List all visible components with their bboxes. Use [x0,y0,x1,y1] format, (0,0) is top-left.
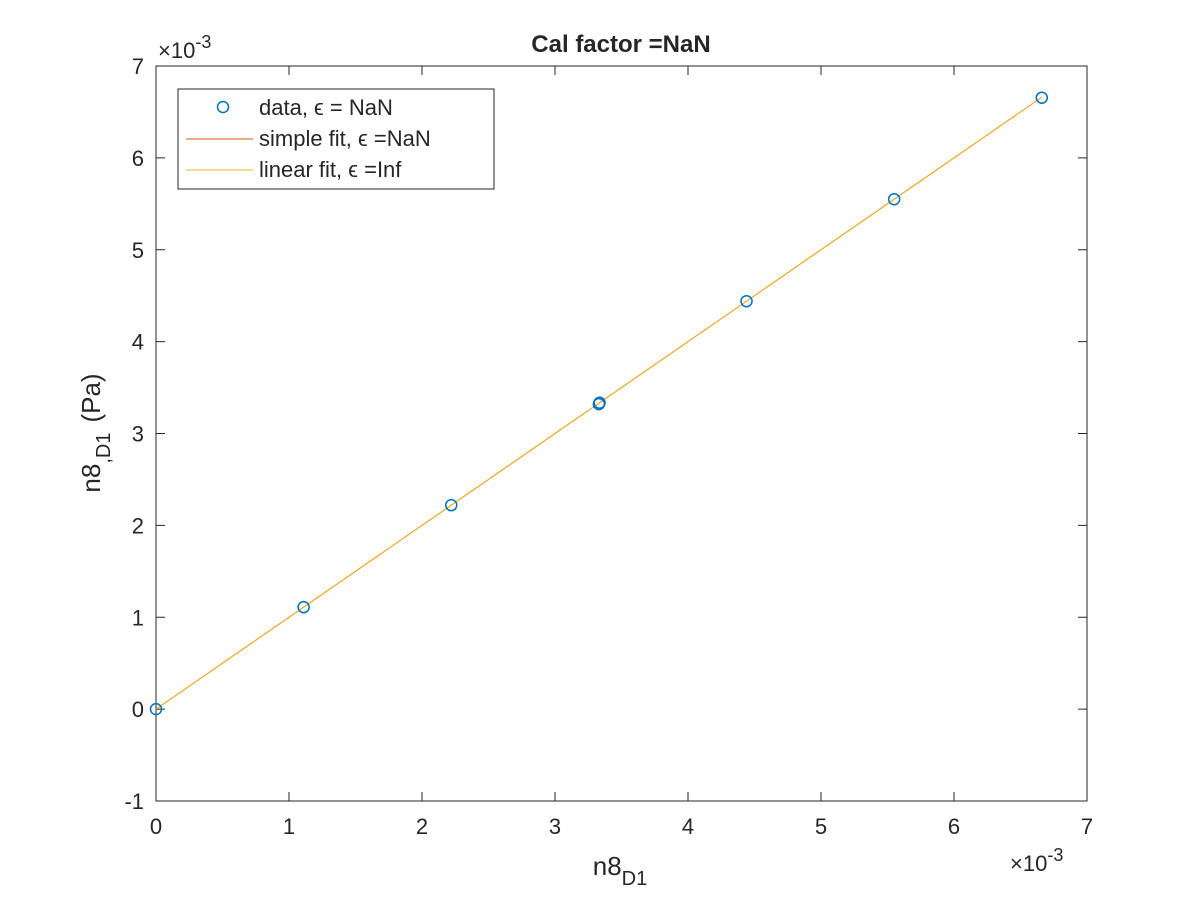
y-axis-label: n8,D1 (Pa) [76,373,115,492]
x-exponent-power: -3 [1047,845,1063,865]
y-tick-label: 7 [132,54,144,79]
y-axis-label-subscript: ,D1 [93,433,115,464]
data-series [149,91,1049,716]
data-point [887,192,901,206]
data-point [1035,91,1049,104]
fit-line-series-2 [155,96,1043,710]
chart-title: Cal factor =NaN [531,31,710,58]
x-axis-exponent: ×10-3 [1010,845,1063,876]
y-tick-label: 6 [132,146,144,171]
legend-marker-circle [216,100,230,114]
data-point [445,498,458,512]
x-tick-label: 2 [416,814,428,839]
legend-entry-simple-fit: simple fit, ϵ =NaN [186,126,431,151]
data-point [593,396,606,409]
legend-label-simple-fit: simple fit, ϵ =NaN [259,126,431,151]
x-tick-label: 0 [150,814,162,839]
legend-label-data: data, ϵ = NaN [259,95,393,120]
legend: data, ϵ = NaN simple fit, ϵ =NaN linear … [177,88,495,190]
y-axis-label-base: n8 [76,464,106,493]
x-tick-label: 3 [549,814,561,839]
y-tick-label: 5 [132,238,144,263]
y-axis-exponent: ×10-3 [158,32,211,63]
y-tick-label: 3 [132,422,144,447]
x-axis-label-subscript: D1 [622,868,648,890]
y-tick-label: 4 [132,330,144,355]
data-point [149,702,163,716]
x-tick-label: 4 [682,814,694,839]
y-axis-label-unit: (Pa) [76,373,106,422]
y-tick-label: 0 [132,697,144,722]
data-point [297,600,310,614]
x-axis-label-base: n8 [593,851,622,881]
x-exponent-prefix: ×10 [1010,851,1047,876]
legend-entry-data: data, ϵ = NaN [216,95,393,120]
y-tick-label: -1 [124,789,144,814]
data-point [740,294,753,308]
legend-label-linear-fit: linear fit, ϵ =Inf [259,157,402,182]
legend-entry-linear-fit: linear fit, ϵ =Inf [186,157,402,182]
x-tick-label: 5 [815,814,827,839]
y-tick-label: 2 [132,513,144,538]
y-tick-label: 1 [132,605,144,630]
y-exponent-power: -3 [195,32,211,52]
x-tick-label: 7 [1081,814,1093,839]
y-exponent-prefix: ×10 [158,38,195,63]
x-axis-label: n8D1 [593,851,648,890]
x-tick-label: 6 [948,814,960,839]
x-tick-label: 1 [283,814,295,839]
